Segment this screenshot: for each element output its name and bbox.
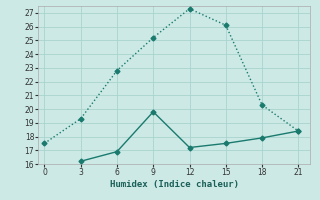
X-axis label: Humidex (Indice chaleur): Humidex (Indice chaleur)	[110, 180, 239, 189]
